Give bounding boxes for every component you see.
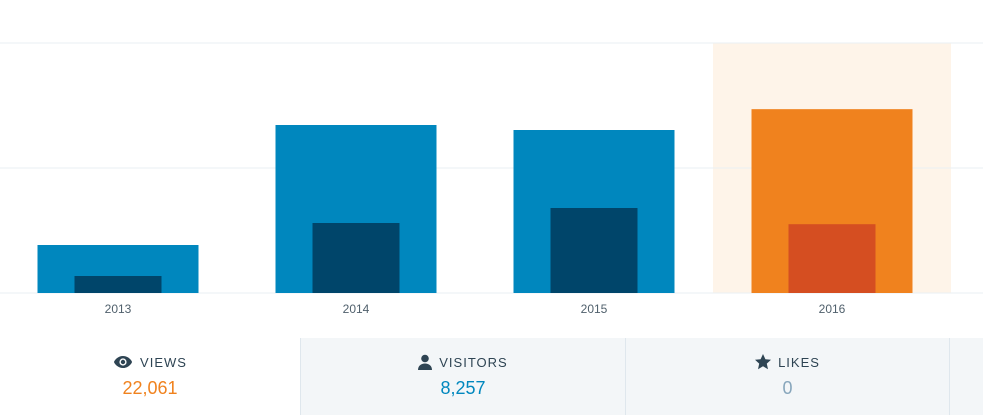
tab[interactable]: VIEWS 22,061 xyxy=(0,338,300,415)
star-icon xyxy=(755,354,772,370)
tab-filler xyxy=(950,338,983,415)
bar xyxy=(550,208,638,293)
eye-icon xyxy=(114,356,133,368)
summary-tabs: VIEWS 22,061 VISITORS 8,257 LIKES 0 xyxy=(0,338,983,415)
bar xyxy=(312,223,400,293)
tab-label: VIEWS xyxy=(140,354,187,370)
x-tick-label: 2016 xyxy=(819,302,846,316)
bar xyxy=(788,224,876,293)
x-tick-label: 2014 xyxy=(343,302,370,316)
tab-label: LIKES xyxy=(778,354,820,370)
tab[interactable]: LIKES 0 xyxy=(626,338,950,415)
x-tick-label: 2015 xyxy=(581,302,608,316)
bar xyxy=(74,276,162,293)
tab-value: 0 xyxy=(782,378,793,398)
tab-value: 8,257 xyxy=(440,378,486,398)
x-tick-label: 2013 xyxy=(105,302,132,316)
tab-value: 22,061 xyxy=(122,378,178,398)
chart: 2013 2014 2015 2016 xyxy=(0,42,983,316)
tab-label: VISITORS xyxy=(439,354,508,370)
tab[interactable]: VISITORS 8,257 xyxy=(300,338,626,415)
person-icon xyxy=(418,354,433,370)
